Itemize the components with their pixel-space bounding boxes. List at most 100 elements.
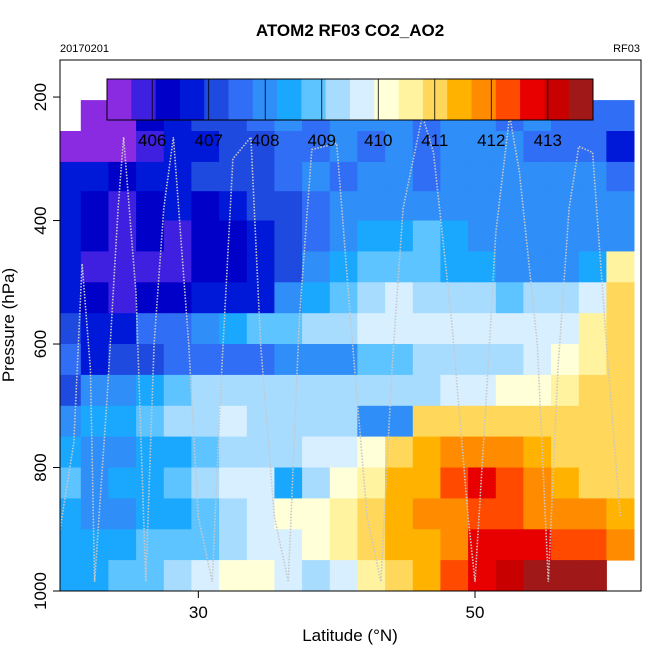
heatmap-cell xyxy=(578,498,607,530)
colorbar-segment xyxy=(398,79,424,120)
heatmap-cell xyxy=(274,191,303,221)
heatmap-cell xyxy=(357,529,386,561)
heatmap-cell xyxy=(136,498,165,530)
heatmap-cell xyxy=(329,131,358,163)
heatmap-cell xyxy=(357,220,386,252)
heatmap-cell xyxy=(606,344,635,376)
heatmap-cell xyxy=(578,344,607,376)
heatmap-cell xyxy=(357,560,386,592)
heatmap-cell xyxy=(219,282,248,314)
heatmap-cell xyxy=(108,529,137,561)
heatmap-cell xyxy=(357,131,386,163)
heatmap-cell xyxy=(440,313,469,345)
colorbar-frame xyxy=(106,78,594,121)
heatmap-cell xyxy=(163,374,192,407)
heatmap-cell xyxy=(495,313,524,345)
heatmap-cell xyxy=(440,405,469,438)
heatmap-cell xyxy=(578,220,607,252)
heatmap-cell xyxy=(329,191,358,221)
heatmap-cell xyxy=(578,313,607,345)
heatmap-cell xyxy=(191,560,220,592)
heatmap-cell xyxy=(412,374,441,407)
heatmap-cell xyxy=(191,344,220,376)
heatmap-cell xyxy=(329,436,358,468)
heatmap-cell xyxy=(246,251,275,283)
heatmap-cell xyxy=(357,313,386,345)
colorbar-segment xyxy=(422,79,448,120)
y-tick-label: 1000 xyxy=(31,572,50,610)
heatmap-cell xyxy=(136,220,165,252)
heatmap-cell xyxy=(523,161,552,192)
heatmap-cell xyxy=(523,374,552,407)
heatmap-cell xyxy=(440,374,469,407)
heatmap-cell xyxy=(108,344,137,376)
x-axis-label: Latitude (°N) xyxy=(302,626,398,645)
heatmap-cell xyxy=(551,344,580,376)
heatmap-cell xyxy=(523,560,552,592)
heatmap-cell xyxy=(329,282,358,314)
heatmap-cell xyxy=(274,436,303,468)
heatmap-cell xyxy=(357,467,386,499)
heatmap-cell xyxy=(606,436,635,468)
colorbar-segment xyxy=(520,79,545,120)
colorbar-tick-label: 410 xyxy=(364,131,392,150)
heatmap-cell xyxy=(246,191,275,221)
heatmap-cell xyxy=(440,131,469,163)
heatmap-cell xyxy=(440,220,469,252)
heatmap-cell xyxy=(60,560,82,592)
heatmap-cell xyxy=(606,161,635,192)
heatmap-cell xyxy=(80,344,109,376)
heatmap-cell xyxy=(80,220,109,252)
heatmap-cell xyxy=(495,282,524,314)
heatmap-cell xyxy=(80,100,109,132)
heatmap-cell xyxy=(108,374,137,407)
colorbar-segment xyxy=(350,79,375,120)
heatmap-cell xyxy=(606,467,635,499)
colorbar-segment xyxy=(301,79,327,120)
heatmap-cell xyxy=(468,161,497,192)
heatmap-cell xyxy=(274,251,303,283)
heatmap-cell xyxy=(80,251,109,283)
heatmap-cell xyxy=(606,191,635,221)
heatmap-cell xyxy=(606,405,635,438)
heatmap-cell xyxy=(274,313,303,345)
heatmap-cell xyxy=(385,282,414,314)
colorbar-segment xyxy=(568,79,594,120)
y-tick-label: 400 xyxy=(31,206,50,234)
heatmap-cell xyxy=(551,529,580,561)
heatmap-cell xyxy=(551,436,580,468)
heatmap-cell xyxy=(468,374,497,407)
heatmap-cell xyxy=(274,374,303,407)
heatmap-cell xyxy=(246,344,275,376)
heatmap-cell xyxy=(606,529,635,561)
heatmap-cell xyxy=(357,374,386,407)
heatmap-cell xyxy=(523,191,552,221)
heatmap-cell xyxy=(219,251,248,283)
heatmap-cell xyxy=(412,467,441,499)
x-tick-label: 50 xyxy=(466,603,485,622)
heatmap-cell xyxy=(60,191,82,221)
heatmap-cell xyxy=(219,344,248,376)
heatmap-cell xyxy=(246,161,275,192)
heatmap-cell xyxy=(440,436,469,468)
heatmap-cell xyxy=(191,405,220,438)
heatmap-cell xyxy=(523,405,552,438)
heatmap-cell xyxy=(385,467,414,499)
heatmap-cell xyxy=(60,467,82,499)
heatmap-cell xyxy=(385,529,414,561)
heatmap-cell xyxy=(551,161,580,192)
x-tick-label: 30 xyxy=(189,603,208,622)
heatmap-cell xyxy=(606,313,635,345)
heatmap-cell xyxy=(578,161,607,192)
heatmap-cell xyxy=(246,436,275,468)
heatmap-cell xyxy=(60,498,82,530)
heatmap-cell xyxy=(440,282,469,314)
heatmap-cell xyxy=(302,374,331,407)
heatmap-cell xyxy=(163,498,192,530)
heatmap-cell xyxy=(412,191,441,221)
heatmap-cell xyxy=(412,560,441,592)
heatmap-cell xyxy=(468,251,497,283)
heatmap-cell xyxy=(80,131,109,163)
heatmap-cell xyxy=(60,161,82,192)
